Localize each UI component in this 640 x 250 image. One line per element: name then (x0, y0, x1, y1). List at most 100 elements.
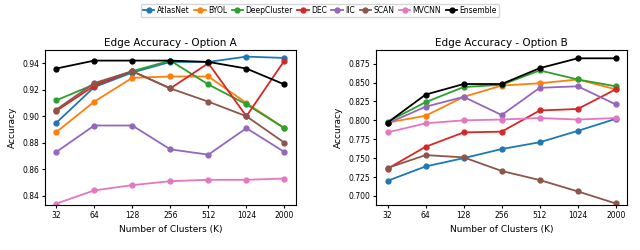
DEC (243, 115, 250, 118)
DeepCluster (280, 127, 288, 130)
IIC (498, 114, 506, 116)
BYOL (574, 78, 582, 81)
Y-axis label: Accuracy: Accuracy (8, 107, 17, 148)
Ensemble (460, 82, 467, 86)
AtlasNet (384, 179, 392, 182)
MVCNN (536, 116, 543, 119)
X-axis label: Number of Clusters (K): Number of Clusters (K) (118, 225, 222, 234)
AtlasNet (422, 165, 429, 168)
DeepCluster (52, 99, 60, 102)
IIC (129, 124, 136, 127)
IIC (280, 150, 288, 154)
MVCNN (129, 184, 136, 187)
MVCNN (280, 177, 288, 180)
Ensemble (280, 83, 288, 86)
AtlasNet (205, 60, 212, 64)
DEC (536, 109, 543, 112)
Line: BYOL: BYOL (54, 74, 287, 134)
DeepCluster (166, 59, 174, 62)
IIC (52, 150, 60, 154)
SCAN (460, 156, 467, 159)
AtlasNet (612, 117, 620, 120)
SCAN (384, 166, 392, 170)
DEC (52, 110, 60, 112)
Ensemble (52, 67, 60, 70)
IIC (243, 127, 250, 130)
Line: MVCNN: MVCNN (385, 116, 618, 135)
X-axis label: Number of Clusters (K): Number of Clusters (K) (450, 225, 554, 234)
Line: SCAN: SCAN (385, 153, 618, 206)
Line: AtlasNet: AtlasNet (54, 54, 287, 125)
IIC (574, 85, 582, 88)
Title: Edge Accuracy - Option B: Edge Accuracy - Option B (435, 38, 568, 48)
Ensemble (166, 59, 174, 62)
MVCNN (574, 118, 582, 121)
SCAN (536, 178, 543, 182)
BYOL (129, 76, 136, 79)
Line: AtlasNet: AtlasNet (385, 116, 618, 183)
Ensemble (536, 67, 543, 70)
IIC (536, 86, 543, 89)
DeepCluster (384, 120, 392, 123)
DeepCluster (612, 85, 620, 88)
Y-axis label: Accuracy: Accuracy (334, 107, 343, 148)
BYOL (384, 121, 392, 124)
Line: IIC: IIC (385, 84, 618, 126)
IIC (166, 148, 174, 151)
AtlasNet (166, 60, 174, 64)
DEC (498, 130, 506, 133)
AtlasNet (129, 71, 136, 74)
Ensemble (574, 57, 582, 60)
SCAN (90, 82, 98, 84)
IIC (384, 122, 392, 125)
AtlasNet (52, 121, 60, 124)
SCAN (243, 115, 250, 118)
SCAN (422, 154, 429, 156)
SCAN (574, 190, 582, 193)
AtlasNet (536, 141, 543, 144)
Line: MVCNN: MVCNN (54, 176, 287, 206)
IIC (612, 103, 620, 106)
DeepCluster (422, 101, 429, 104)
MVCNN (384, 131, 392, 134)
DEC (166, 87, 174, 90)
DEC (574, 108, 582, 110)
Line: Ensemble: Ensemble (385, 56, 618, 125)
BYOL (90, 100, 98, 103)
DEC (129, 70, 136, 73)
SCAN (280, 141, 288, 144)
IIC (422, 105, 429, 108)
MVCNN (205, 178, 212, 181)
Line: DEC: DEC (385, 87, 618, 171)
AtlasNet (574, 130, 582, 132)
SCAN (498, 170, 506, 172)
Ensemble (205, 60, 212, 64)
AtlasNet (280, 56, 288, 59)
MVCNN (90, 189, 98, 192)
Title: Edge Accuracy - Option A: Edge Accuracy - Option A (104, 38, 237, 48)
DEC (422, 145, 429, 148)
Legend: AtlasNet, BYOL, DeepCluster, DEC, IIC, SCAN, MVCNN, Ensemble: AtlasNet, BYOL, DeepCluster, DEC, IIC, S… (141, 4, 499, 18)
BYOL (52, 131, 60, 134)
Line: IIC: IIC (54, 123, 287, 157)
AtlasNet (498, 148, 506, 150)
DEC (612, 88, 620, 91)
BYOL (460, 96, 467, 98)
SCAN (129, 70, 136, 73)
MVCNN (166, 180, 174, 183)
Line: Ensemble: Ensemble (54, 58, 287, 87)
AtlasNet (243, 55, 250, 58)
BYOL (243, 102, 250, 104)
BYOL (166, 75, 174, 78)
MVCNN (460, 119, 467, 122)
IIC (205, 153, 212, 156)
Line: DEC: DEC (54, 58, 287, 119)
SCAN (612, 202, 620, 205)
BYOL (205, 75, 212, 78)
IIC (460, 96, 467, 98)
BYOL (612, 88, 620, 91)
BYOL (536, 82, 543, 85)
DeepCluster (574, 78, 582, 81)
MVCNN (612, 116, 620, 119)
DEC (384, 167, 392, 170)
